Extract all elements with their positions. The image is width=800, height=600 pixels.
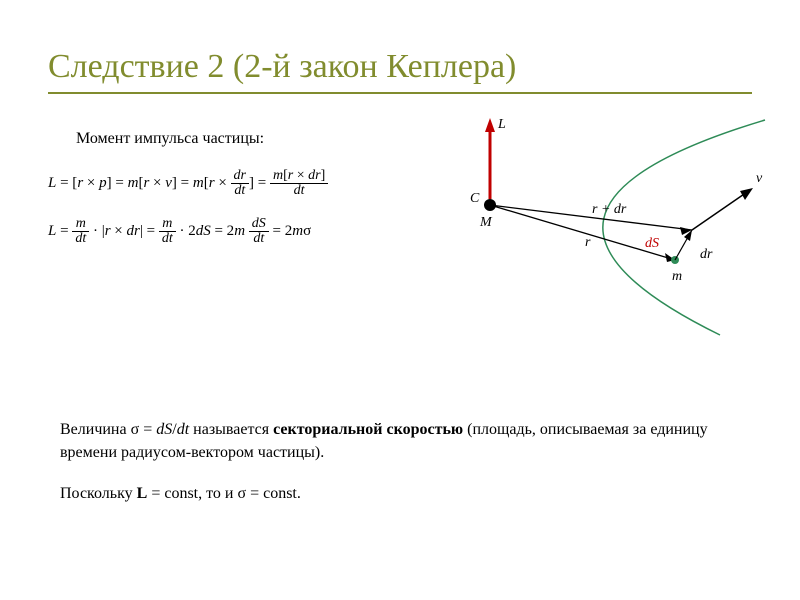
p1-term: секториальной скоростью	[273, 421, 463, 438]
label-r: r	[585, 235, 591, 250]
p1-dt: dt	[177, 421, 189, 438]
vector-v	[692, 190, 750, 230]
label-L: L	[497, 117, 506, 132]
kepler-diagram: C M L r r + dr dS m dr v	[420, 110, 780, 340]
vector-r-plus-dr	[490, 205, 692, 230]
label-C: C	[470, 191, 480, 206]
paragraph-1: Величина σ = dS/dt называется секториаль…	[60, 418, 740, 464]
subtitle: Момент импульса частицы:	[76, 130, 264, 148]
p2-text-a: Поскольку	[60, 485, 137, 502]
equation-line-2: L = mdt · |r × dr| = mdt · 2dS = 2m dSdt…	[48, 213, 408, 249]
paragraph-2: Поскольку L = const, то и σ = const.	[60, 482, 740, 505]
title-underline	[48, 92, 752, 94]
p1-text-e: называется	[189, 421, 273, 438]
page-title: Следствие 2 (2-й закон Кеплера)	[48, 48, 752, 86]
label-dr: dr	[700, 247, 713, 262]
body-text: Величина σ = dS/dt называется секториаль…	[60, 418, 740, 506]
label-M: M	[479, 215, 493, 230]
label-dS: dS	[645, 236, 659, 251]
label-r-plus-dr: r + dr	[592, 202, 627, 217]
arrowhead-v	[740, 188, 753, 200]
equation-line-1: L = [r × p] = m[r × v] = m[r × drdt] = m…	[48, 165, 408, 201]
orbit-curve	[603, 120, 765, 335]
label-v: v	[756, 171, 763, 186]
p2-L: L	[137, 485, 148, 502]
label-m: m	[672, 269, 682, 284]
arrowhead-L	[485, 118, 495, 132]
vector-r	[490, 205, 675, 260]
equation-block: L = [r × p] = m[r × v] = m[r × drdt] = m…	[48, 165, 408, 261]
p2-text-c: = const, то и σ = const.	[147, 485, 301, 502]
p1-dS: dS	[156, 421, 172, 438]
p1-text-a: Величина σ =	[60, 421, 156, 438]
